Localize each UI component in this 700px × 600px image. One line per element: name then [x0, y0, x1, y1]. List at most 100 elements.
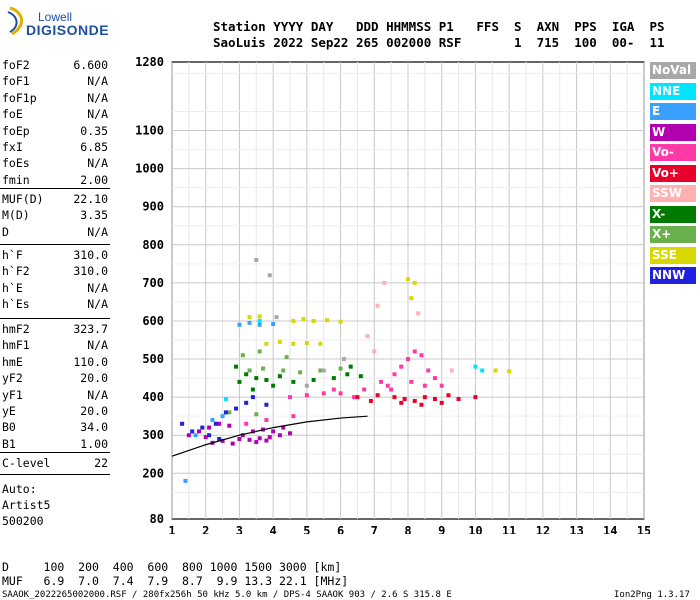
- data-point-vo-: [432, 397, 437, 402]
- x-tick-label: 10: [468, 524, 482, 534]
- data-point-x-: [318, 368, 323, 373]
- x-tick-label: 3: [236, 524, 243, 534]
- x-tick-label: 11: [502, 524, 516, 534]
- data-point-ssw: [382, 280, 387, 285]
- param-name: foF1: [2, 74, 30, 89]
- data-point-noval: [304, 383, 309, 388]
- data-point-ssw: [372, 349, 377, 354]
- header-labels: Station YYYY DAY DDD HHMMSS P1 FFS S AXN…: [213, 19, 665, 34]
- param-value: N/A: [87, 107, 108, 122]
- param-value: 2.00: [80, 172, 108, 187]
- data-point-e: [257, 322, 262, 327]
- legend-noval: NoVal: [650, 62, 696, 79]
- data-point-e: [237, 322, 242, 327]
- param-muf-d-: MUF(D) 22.10: [2, 192, 108, 208]
- data-point-vo-: [291, 414, 296, 419]
- param-ye: yE 20.0: [2, 404, 108, 420]
- data-point-nnw: [264, 402, 269, 407]
- data-point-x-: [240, 353, 245, 358]
- x-tick-label: 1: [168, 524, 175, 534]
- data-point-vo-: [439, 383, 444, 388]
- y-tick-label: 900: [142, 200, 164, 214]
- x-tick-label: 14: [603, 524, 617, 534]
- x-tick-label: 2: [202, 524, 209, 534]
- y-tick-label: 1000: [135, 162, 164, 176]
- separator-line: [0, 318, 110, 319]
- data-point-sse: [318, 341, 323, 346]
- data-point-vo-: [439, 400, 444, 405]
- data-point-w: [288, 431, 292, 436]
- data-point-nnw: [207, 433, 212, 438]
- data-point-w: [250, 429, 255, 434]
- legend-nne: NNE: [650, 82, 696, 100]
- data-point-w: [267, 435, 272, 440]
- header-values: SaoLuis 2022 Sep22 265 002000 RSF 1 715 …: [213, 35, 665, 50]
- legend-vo-: Vo-: [650, 144, 696, 161]
- data-point-nne: [257, 318, 262, 323]
- data-point-vo-: [288, 395, 292, 400]
- data-point-sse: [291, 341, 296, 346]
- legend-e: E: [650, 103, 696, 120]
- param-name: C-level: [2, 456, 51, 470]
- param-name: h`E: [2, 280, 23, 295]
- data-point-x-: [338, 366, 343, 371]
- legend-sse: SSE: [650, 246, 696, 264]
- param-m-d-: M(D) 3.35: [2, 208, 108, 224]
- data-point-nne: [480, 368, 485, 373]
- data-point-x-: [281, 368, 286, 373]
- data-point-nnw: [190, 429, 195, 434]
- data-point-vo-: [432, 376, 437, 381]
- y-tick-label: 600: [142, 314, 164, 328]
- data-point-w: [230, 441, 235, 446]
- param-value: N/A: [87, 297, 108, 312]
- data-point-e: [193, 433, 198, 438]
- data-point-sse: [257, 314, 262, 319]
- param-value: 323.7: [73, 322, 108, 336]
- param-value: 110.0: [73, 354, 108, 369]
- data-point-nnw: [213, 421, 218, 426]
- param-value: 20.0: [80, 371, 108, 386]
- data-point-w: [240, 433, 245, 438]
- data-point-vo-: [264, 417, 269, 422]
- data-point-nnw: [244, 400, 249, 405]
- data-point-w: [227, 423, 232, 428]
- data-point-vo-: [422, 383, 427, 388]
- data-point-vo-: [338, 391, 343, 396]
- legend-x-: X-: [650, 205, 696, 223]
- data-point-x-: [264, 377, 269, 382]
- param-h-f2: h`F2 310.0: [2, 264, 108, 280]
- data-point-x-: [298, 370, 303, 375]
- param-foep: foEp 0.35: [2, 124, 108, 140]
- param-value: N/A: [87, 280, 108, 295]
- data-point-vo-: [473, 395, 478, 400]
- data-point-sse: [311, 318, 316, 323]
- distance-row: D 100 200 400 600 800 1000 1500 3000 [km…: [2, 560, 342, 574]
- y-tick-label: 300: [142, 428, 164, 442]
- data-point-nnw: [223, 410, 228, 415]
- data-point-x-: [345, 372, 350, 377]
- profile-trace-line: [171, 415, 368, 457]
- x-tick-label: 4: [270, 524, 277, 534]
- data-point-w: [257, 436, 262, 441]
- data-point-x-: [277, 374, 282, 379]
- data-point-x-: [261, 366, 266, 371]
- data-point-vo-: [412, 349, 417, 354]
- data-point-w: [271, 429, 276, 434]
- data-point-w: [254, 440, 259, 445]
- data-point-sse: [304, 341, 309, 346]
- data-point-vo-: [321, 391, 326, 396]
- x-tick-label: 15: [637, 524, 650, 534]
- data-point-vo-: [419, 353, 424, 358]
- param-value: 20.0: [80, 404, 108, 418]
- param-h-es: h`Es N/A: [2, 297, 108, 313]
- data-point-nne: [473, 364, 478, 369]
- legend-x-: X+: [650, 226, 696, 243]
- data-point-nnw: [234, 406, 239, 411]
- param-value: N/A: [87, 90, 108, 105]
- data-point-w: [247, 437, 252, 442]
- param-name: hmF2: [2, 322, 30, 336]
- data-point-x-: [237, 379, 242, 384]
- data-point-vo-: [426, 368, 431, 373]
- data-point-w: [237, 437, 242, 442]
- data-point-vo-: [409, 379, 414, 384]
